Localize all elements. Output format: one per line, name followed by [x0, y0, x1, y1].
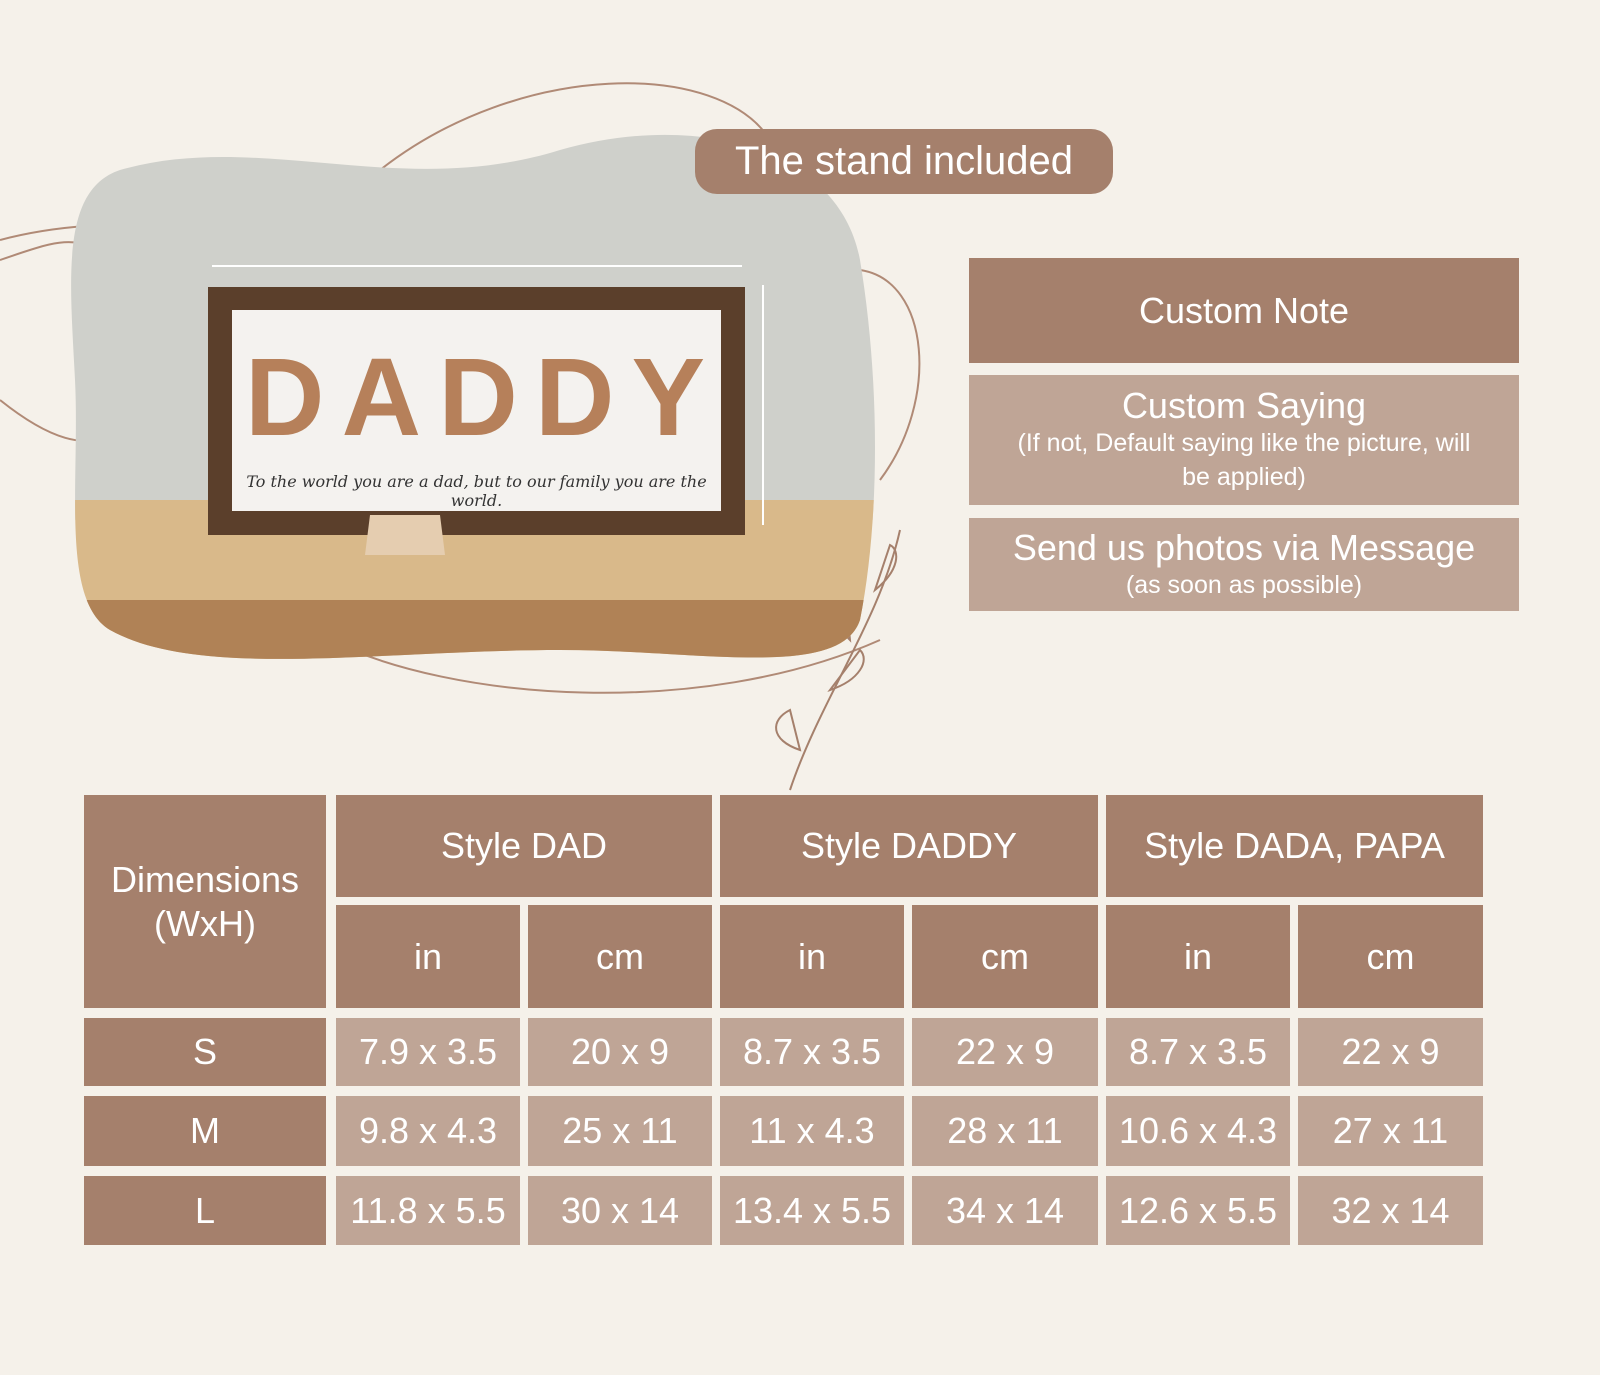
dimension-cell: 7.9 x 3.5 [336, 1018, 520, 1086]
style-header: Style DADDY [720, 795, 1098, 897]
size-label: S [84, 1018, 326, 1086]
unit-header: cm [912, 905, 1098, 1008]
leaf-branch-icon [775, 529, 901, 791]
letter: D [438, 336, 518, 459]
unit-header: in [336, 905, 520, 1008]
letter: A [341, 336, 422, 459]
unit-header: in [720, 905, 904, 1008]
dimension-cell: 11.8 x 5.5 [336, 1176, 520, 1245]
dimension-cell: 34 x 14 [912, 1176, 1098, 1245]
note-title: Custom Saying [1121, 385, 1367, 426]
dimension-cell: 32 x 14 [1298, 1176, 1483, 1245]
size-label: M [84, 1096, 326, 1166]
table-corner: Dimensions (WxH) [84, 795, 326, 1008]
letter: D [534, 336, 615, 459]
letter: D [245, 336, 325, 459]
note-subtitle: (as soon as possible) [1125, 570, 1363, 599]
dimension-cell: 27 x 11 [1298, 1096, 1483, 1166]
dimension-cell: 30 x 14 [528, 1176, 712, 1245]
unit-header: cm [1298, 905, 1483, 1008]
dimension-cell: 28 x 11 [912, 1096, 1098, 1166]
dimension-cell: 11 x 4.3 [720, 1096, 904, 1166]
stand-included-label: The stand included [695, 129, 1113, 194]
letter: Y [631, 336, 705, 459]
dimension-cell: 8.7 x 3.5 [720, 1018, 904, 1086]
dimension-cell: 9.8 x 4.3 [336, 1096, 520, 1166]
dimension-cell: 10.6 x 4.3 [1106, 1096, 1290, 1166]
note-custom-saying: Custom Saying (If not, Default saying li… [969, 375, 1519, 505]
dimension-cell: 12.6 x 5.5 [1106, 1176, 1290, 1245]
note-custom-note: Custom Note [969, 258, 1519, 363]
unit-header: in [1106, 905, 1290, 1008]
note-send-photos: Send us photos via Message (as soon as p… [969, 518, 1519, 611]
style-header: Style DAD [336, 795, 712, 897]
note-title: Send us photos via Message [1012, 526, 1476, 568]
style-header: Style DADA, PAPA [1106, 795, 1483, 897]
note-title: Custom Note [1138, 289, 1350, 331]
dimension-cell: 25 x 11 [528, 1096, 712, 1166]
daddy-letters: D A D D Y [245, 340, 705, 455]
dimension-cell: 22 x 9 [1298, 1018, 1483, 1086]
dimension-cell: 13.4 x 5.5 [720, 1176, 904, 1245]
note-subtitle: (If not, Default saying like the picture… [1017, 429, 1471, 491]
dimension-cell: 8.7 x 3.5 [1106, 1018, 1290, 1086]
dimension-cell: 22 x 9 [912, 1018, 1098, 1086]
dimension-cell: 20 x 9 [528, 1018, 712, 1086]
size-label: L [84, 1176, 326, 1245]
unit-header: cm [528, 905, 712, 1008]
product-saying: To the world you are a dad, but to our f… [246, 472, 707, 510]
